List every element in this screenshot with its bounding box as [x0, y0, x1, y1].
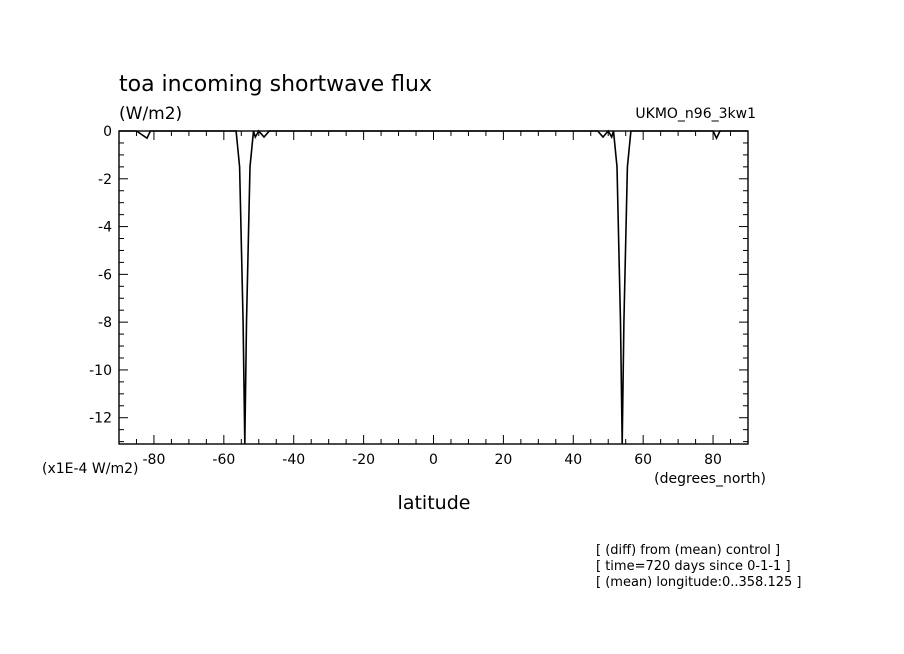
- x-tick-label: -60: [212, 452, 235, 468]
- y-tick-label: -6: [98, 267, 112, 283]
- chart-units: (W/m2): [119, 104, 182, 124]
- note-diff: [ (diff) from (mean) control ]: [596, 543, 780, 558]
- series-line: [119, 129, 748, 445]
- x-tick-labels: -80 -60 -40 -20 0 20 40 60 80: [143, 452, 722, 468]
- x-tick-label: 40: [564, 452, 582, 468]
- y-tick-label: -4: [98, 220, 112, 236]
- axis-ticks: [118, 130, 749, 444]
- y-tick-label: -2: [98, 172, 112, 188]
- y-tick-label: -12: [89, 411, 112, 427]
- chart-title: toa incoming shortwave flux: [119, 72, 432, 97]
- x-tick-label: 20: [494, 452, 512, 468]
- model-label: UKMO_n96_3kw1: [635, 106, 756, 122]
- x-tick-label: -40: [282, 452, 305, 468]
- x-tick-label: -80: [143, 452, 166, 468]
- note-time: [ time=720 days since 0-1-1 ]: [596, 559, 791, 574]
- y-tick-label: -10: [89, 363, 112, 379]
- y-tick-labels: 0 -2 -4 -6 -8 -10 -12: [89, 124, 112, 427]
- x-tick-label: 0: [429, 452, 438, 468]
- x-tick-label: -20: [352, 452, 375, 468]
- note-longitude: [ (mean) longitude:0..358.125 ]: [596, 575, 801, 590]
- x-axis-label: latitude: [398, 492, 471, 514]
- y-tick-label: -8: [98, 315, 112, 331]
- x-tick-label: 80: [704, 452, 722, 468]
- x-tick-label: 60: [634, 452, 652, 468]
- x-units-label: (degrees_north): [654, 471, 766, 487]
- y-scale-label: (x1E-4 W/m2): [42, 461, 138, 477]
- plot-frame: [118, 130, 749, 445]
- y-tick-label: 0: [103, 124, 112, 140]
